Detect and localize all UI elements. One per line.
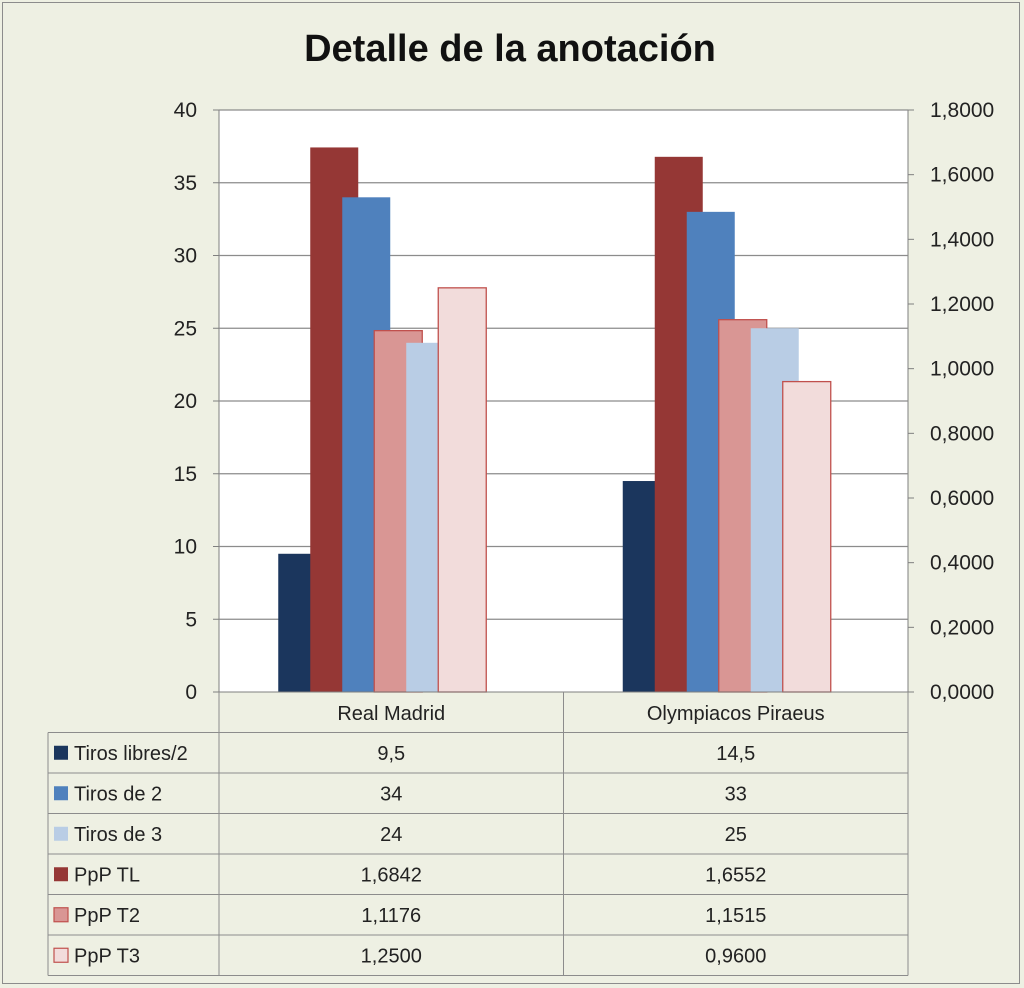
chart-title: Detalle de la anotación <box>304 28 716 70</box>
legend-key <box>53 947 69 963</box>
data-label: 1,6842 <box>361 864 422 886</box>
legend-label: PpP T2 <box>74 905 140 927</box>
data-label: 9,5 <box>377 743 405 765</box>
legend-key <box>54 745 68 760</box>
left-axis-tick-label: 0 <box>185 681 197 704</box>
right-axis-tick-label: 1,8000 <box>930 99 994 122</box>
left-axis-tick-label: 25 <box>174 317 197 340</box>
data-label: 33 <box>725 783 747 805</box>
legend-label: Tiros de 3 <box>74 824 162 846</box>
data-label: 1,2500 <box>361 945 422 967</box>
right-axis-tick-label: 0,6000 <box>930 487 994 510</box>
left-axis-tick-label: 10 <box>174 536 197 559</box>
data-label: 1,1176 <box>361 905 421 927</box>
bar-ppp-t3 <box>437 287 487 693</box>
data-label: 0,9600 <box>705 945 766 967</box>
data-label: 24 <box>380 824 402 846</box>
right-axis-tick-label: 0,8000 <box>930 422 994 445</box>
data-label: 25 <box>725 824 747 846</box>
data-label: 1,6552 <box>705 864 766 886</box>
data-label: 1,1515 <box>705 905 766 927</box>
left-axis-tick-label: 35 <box>174 172 197 195</box>
legend-label: Tiros libres/2 <box>74 743 188 765</box>
legend-key <box>54 867 68 882</box>
legend-key <box>54 826 68 841</box>
legend-key <box>53 907 69 923</box>
right-axis-tick-label: 1,6000 <box>930 164 994 187</box>
left-axis-tick-label: 20 <box>174 390 197 413</box>
data-label: 34 <box>380 783 402 805</box>
right-axis-tick-label: 0,0000 <box>930 681 994 704</box>
data-label: 14,5 <box>716 743 755 765</box>
left-axis-tick-label: 40 <box>174 99 197 122</box>
right-axis-tick-label: 1,2000 <box>930 293 994 316</box>
left-axis-tick-label: 15 <box>174 463 197 486</box>
left-axis-tick-label: 30 <box>174 245 197 268</box>
right-axis-tick-label: 1,4000 <box>930 228 994 251</box>
legend-key <box>54 786 68 801</box>
category-label: Real Madrid <box>337 703 445 725</box>
right-axis-tick-label: 0,4000 <box>930 552 994 575</box>
legend-label: PpP TL <box>74 864 140 886</box>
bar-ppp-t3 <box>782 380 832 693</box>
left-axis-tick-label: 5 <box>185 608 197 631</box>
right-axis-tick-label: 1,0000 <box>930 358 994 381</box>
right-axis-tick-label: 0,2000 <box>930 616 994 639</box>
legend-label: Tiros de 2 <box>74 783 162 805</box>
legend-label: PpP T3 <box>74 945 140 967</box>
category-label: Olympiacos Piraeus <box>647 703 825 725</box>
